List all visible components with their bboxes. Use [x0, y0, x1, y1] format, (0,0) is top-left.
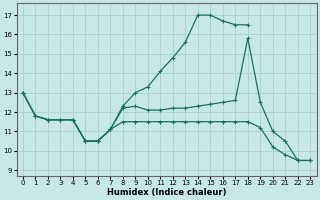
X-axis label: Humidex (Indice chaleur): Humidex (Indice chaleur): [107, 188, 226, 197]
